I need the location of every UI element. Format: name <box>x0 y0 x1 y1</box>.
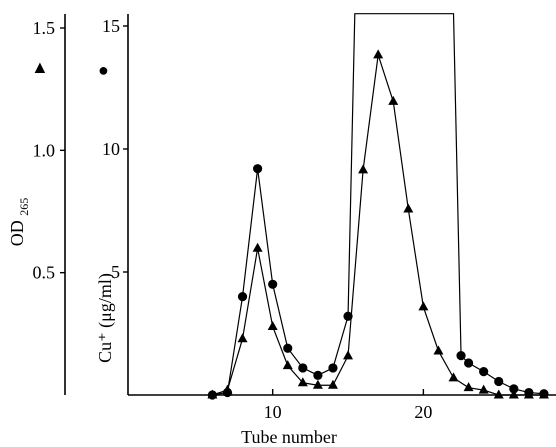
x-axis: 10 20 Tube number <box>128 389 556 447</box>
cu-point <box>283 343 293 353</box>
od265-point <box>448 372 459 382</box>
right-axis: 5 10 15 ● Cu⁺ (μg/ml) <box>95 14 129 395</box>
left-axis: 0.5 1.0 1.5 ▲ OD 265 <box>7 14 66 395</box>
x-tick-label: 10 <box>264 402 282 422</box>
od265-line <box>212 54 544 396</box>
x-tick-label: 20 <box>414 402 432 422</box>
left-axis-title-sub: 265 <box>17 198 31 216</box>
cu-point <box>539 389 549 399</box>
od265-point <box>297 377 308 387</box>
cu-point <box>463 358 474 368</box>
cu-point <box>268 279 278 289</box>
od265-point <box>343 350 354 360</box>
od265-point <box>312 379 323 389</box>
left-axis-title: OD 265 <box>7 198 31 247</box>
right-tick-label: 10 <box>102 139 120 159</box>
od265-point <box>388 95 399 105</box>
od265-point <box>267 320 278 330</box>
cu-point <box>494 376 504 387</box>
left-axis-marker: ▲ <box>31 57 49 77</box>
od265-point <box>418 301 429 311</box>
cu-point <box>222 387 233 398</box>
cu-point <box>328 363 338 373</box>
od265-point <box>478 384 489 394</box>
right-tick-label: 15 <box>102 16 120 36</box>
cu-point <box>207 390 217 400</box>
cu-point <box>237 292 248 302</box>
cu-line <box>212 13 544 396</box>
od265-point <box>493 389 504 399</box>
cu-point <box>298 363 308 373</box>
cu-point <box>343 311 353 321</box>
od265-point <box>237 333 248 343</box>
x-axis-title: Tube number <box>241 427 337 447</box>
left-tick-label: 1.5 <box>33 18 56 38</box>
cu-point <box>456 351 466 361</box>
svg-text:OD 265: OD 265 <box>7 198 31 247</box>
od265-point <box>373 49 384 59</box>
od265-point <box>282 360 293 370</box>
od265-point <box>433 345 444 355</box>
right-axis-marker: ● <box>98 60 109 80</box>
od265-point <box>508 389 519 399</box>
cu-point <box>479 367 489 377</box>
od265-point <box>252 242 263 252</box>
left-axis-title-main: OD <box>7 220 27 246</box>
od265-point <box>358 164 369 174</box>
cu-point <box>509 384 519 394</box>
od265-point <box>463 382 474 392</box>
left-tick-label: 1.0 <box>33 140 56 160</box>
od265-point <box>327 379 338 389</box>
cu-point <box>313 370 323 380</box>
cu-point <box>524 387 534 398</box>
right-tick-label: 5 <box>111 262 120 282</box>
od265-point <box>403 203 414 213</box>
cu-point <box>253 164 263 174</box>
right-axis-title: Cu⁺ (μg/ml) <box>95 273 116 363</box>
left-tick-label: 0.5 <box>33 263 56 283</box>
